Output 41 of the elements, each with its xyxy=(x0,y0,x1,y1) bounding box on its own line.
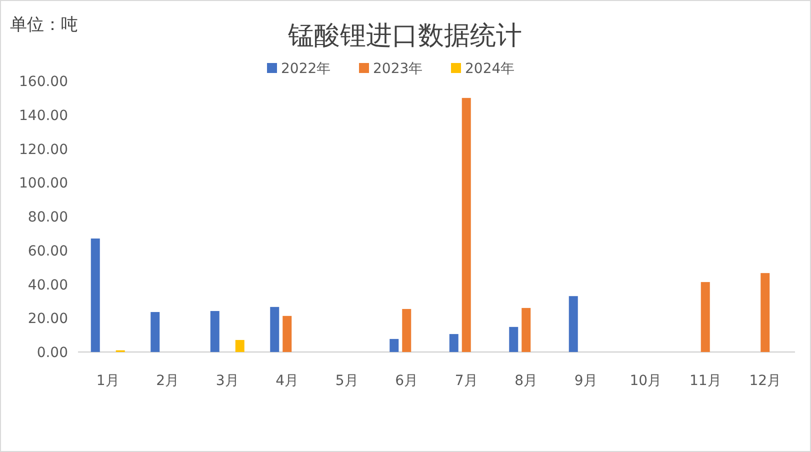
bar xyxy=(235,340,244,352)
x-tick-label: 5月 xyxy=(335,373,358,389)
y-tick-label: 120.00 xyxy=(19,142,68,158)
y-tick-label: 40.00 xyxy=(28,277,68,294)
bar xyxy=(282,316,292,352)
y-tick-label: 60.00 xyxy=(28,243,68,260)
bar xyxy=(522,308,531,352)
bar xyxy=(402,308,412,352)
x-tick-label: 7月 xyxy=(454,373,478,389)
bar xyxy=(150,312,160,352)
y-tick-label: 160.00 xyxy=(19,74,68,90)
x-tick-label: 11月 xyxy=(689,373,722,389)
y-tick-label: 20.00 xyxy=(28,311,68,328)
bar xyxy=(449,334,458,352)
bar xyxy=(700,282,710,352)
bar xyxy=(760,273,770,352)
legend-label: 2024年 xyxy=(465,61,515,77)
x-tick-label: 2月 xyxy=(156,373,180,389)
y-axis-title: 单位：吨 xyxy=(10,15,78,35)
x-tick-label: 4月 xyxy=(276,373,299,389)
chart-title: 锰酸锂进口数据统计 xyxy=(287,21,522,51)
legend-label: 2023年 xyxy=(373,61,423,77)
y-tick-label: 100.00 xyxy=(19,176,68,192)
x-tick-label: 3月 xyxy=(216,373,239,389)
bar xyxy=(390,338,399,352)
legend-label: 2022年 xyxy=(281,61,331,77)
x-tick-label: 1月 xyxy=(96,373,120,389)
bar xyxy=(90,238,100,352)
x-tick-label: 6月 xyxy=(395,373,418,389)
x-tick-label: 8月 xyxy=(514,373,538,389)
x-tick-label: 9月 xyxy=(574,373,598,389)
bar xyxy=(462,98,471,352)
bar xyxy=(210,311,220,352)
bar xyxy=(509,326,518,352)
bar xyxy=(568,296,578,352)
x-tick-label: 10月 xyxy=(630,373,662,389)
y-tick-label: 0.00 xyxy=(36,345,68,361)
x-tick-label: 12月 xyxy=(749,373,782,389)
bar xyxy=(270,306,280,352)
y-tick-label: 80.00 xyxy=(28,210,68,226)
y-tick-label: 140.00 xyxy=(19,108,68,124)
